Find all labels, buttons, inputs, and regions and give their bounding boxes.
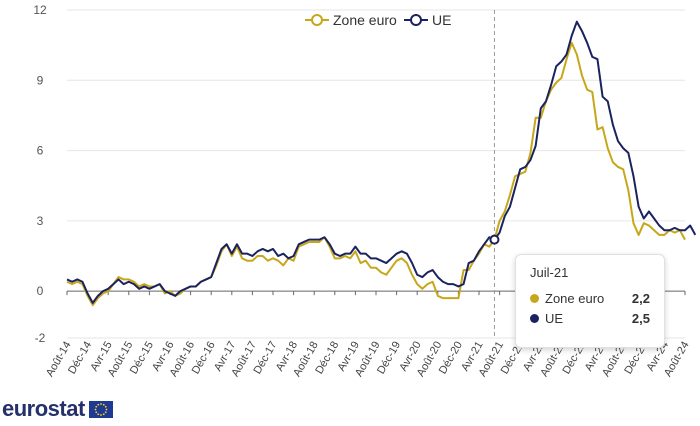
eurostat-logo[interactable]: eurostat (2, 396, 113, 422)
tooltip-series-value: 2,2 (631, 290, 650, 306)
tooltip-row-ue: UE 2,5 (530, 308, 650, 328)
y-tick-label: 0 (37, 284, 44, 298)
legend[interactable]: Zone euro UE (305, 12, 451, 28)
marker-layer (489, 10, 500, 338)
tooltip-series-value: 2,5 (631, 310, 650, 326)
y-axis-ticks: -2 0 3 6 9 12 (33, 3, 47, 345)
y-tick-label: 6 (37, 144, 44, 158)
tooltip-dot-ue (530, 313, 539, 323)
tooltip-dot-zone-euro (530, 293, 539, 303)
y-tick-label: 12 (33, 3, 47, 17)
hover-marker-ue (489, 234, 500, 245)
legend-item-ue[interactable]: UE (404, 12, 451, 28)
legend-marker-zone-euro (311, 14, 323, 26)
legend-marker-ue (410, 14, 422, 26)
tooltip-series-name: UE (545, 310, 564, 326)
legend-label-zone-euro: Zone euro (333, 12, 397, 28)
eu-flag-icon (88, 400, 113, 418)
tooltip-row-zone-euro: Zone euro 2,2 (530, 288, 650, 308)
tooltip-title: Juil-21 (530, 265, 569, 280)
series-line-ue[interactable] (66, 20, 697, 304)
y-tick-label: -2 (35, 331, 46, 345)
eurostat-wordmark: eurostat (2, 396, 85, 421)
data-tooltip: Juil-21 Zone euro 2,2 UE 2,5 (515, 254, 665, 348)
legend-label-ue: UE (432, 12, 451, 28)
legend-item-zone-euro[interactable]: Zone euro (305, 12, 397, 28)
y-tick-label: 3 (37, 214, 44, 228)
series-line-zone-euro[interactable] (66, 41, 686, 307)
y-tick-label: 9 (37, 73, 44, 87)
series-layer (66, 20, 697, 307)
tooltip-series-name: Zone euro (545, 290, 605, 306)
